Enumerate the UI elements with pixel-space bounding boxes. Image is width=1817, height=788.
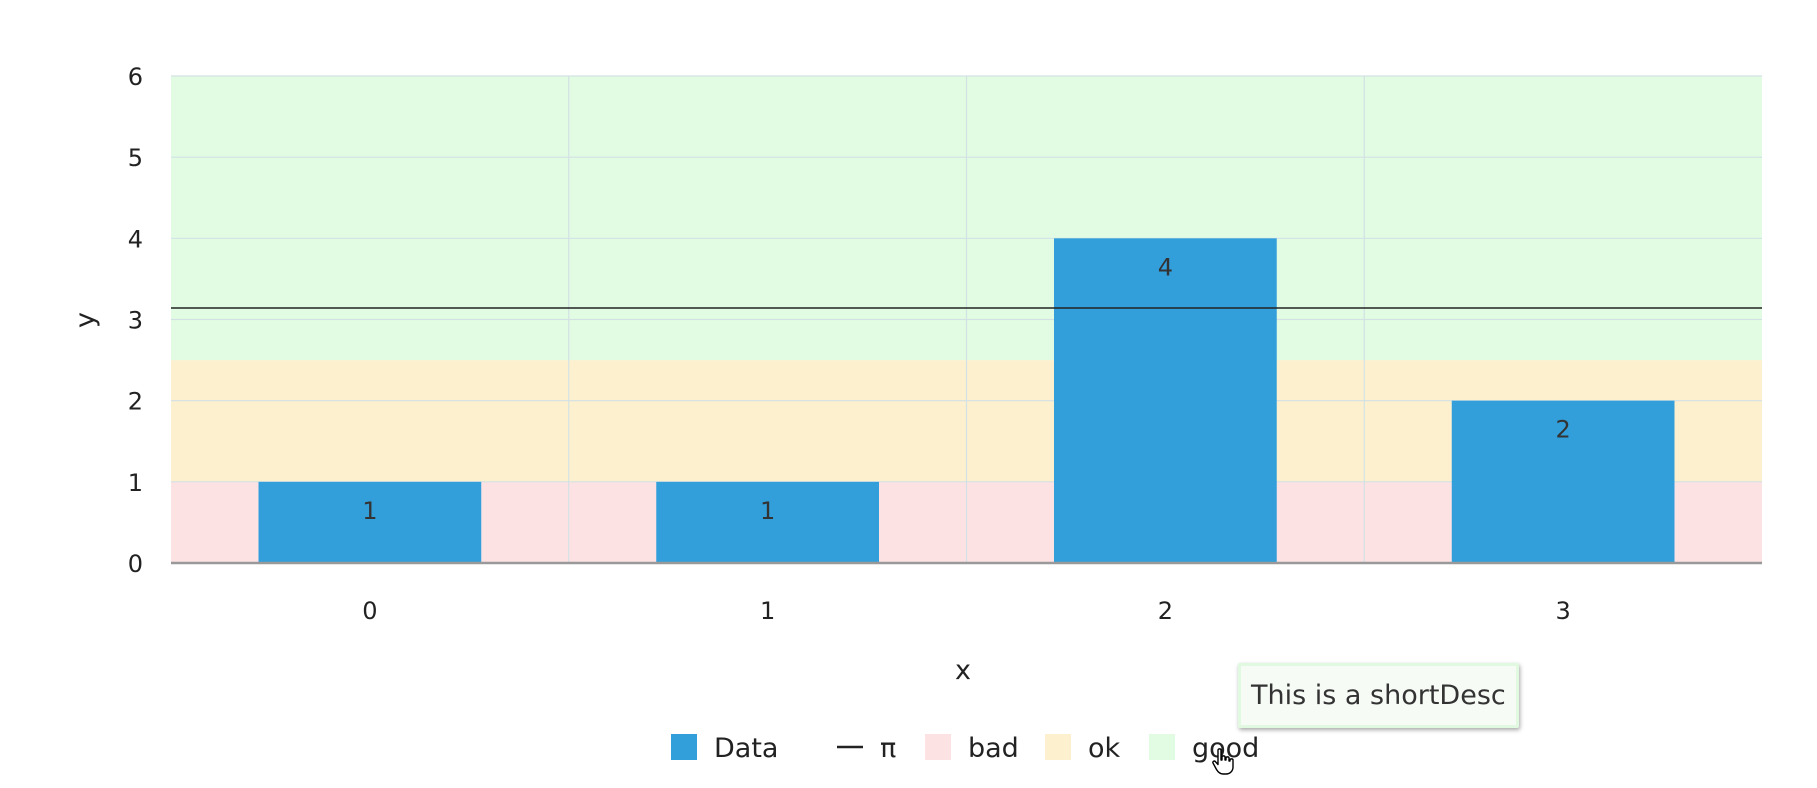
legend-label: Data bbox=[714, 733, 778, 764]
legend-swatch bbox=[1149, 734, 1175, 760]
tooltip: This is a shortDesc bbox=[1238, 663, 1519, 728]
x-tick-label: 3 bbox=[1555, 597, 1570, 625]
legend-swatch bbox=[671, 734, 697, 760]
legend-swatch bbox=[1045, 734, 1071, 760]
y-axis-title: y bbox=[70, 312, 101, 328]
legend-item-ok[interactable]: ok bbox=[1045, 733, 1121, 764]
bar-labels: 1 1 4 2 bbox=[362, 253, 1571, 524]
legend-label: bad bbox=[968, 733, 1019, 764]
y-tick-label: 1 bbox=[128, 469, 143, 497]
y-tick-label: 5 bbox=[128, 144, 143, 172]
x-tick-label: 1 bbox=[760, 597, 775, 625]
legend-swatch bbox=[925, 734, 951, 760]
legend-item-Data[interactable]: Data bbox=[671, 733, 778, 764]
y-tick-label: 0 bbox=[128, 550, 143, 578]
bar-2[interactable] bbox=[1054, 238, 1277, 564]
legend-item-π[interactable]: π bbox=[837, 733, 896, 764]
x-axis: 0 1 2 3 bbox=[171, 561, 1762, 625]
bar-1[interactable] bbox=[656, 481, 879, 563]
y-tick-label: 6 bbox=[128, 63, 143, 91]
bars bbox=[258, 238, 1675, 564]
bar-value-label: 1 bbox=[362, 497, 377, 525]
legend-item-bad[interactable]: bad bbox=[925, 733, 1019, 764]
bar-value-label: 2 bbox=[1555, 416, 1570, 444]
x-axis-title: x bbox=[955, 655, 971, 686]
legend-label: ok bbox=[1088, 733, 1121, 764]
y-axis: 0 1 2 3 4 5 6 bbox=[128, 63, 143, 578]
bar-3[interactable] bbox=[1451, 400, 1675, 563]
x-tick-label: 0 bbox=[362, 597, 377, 625]
y-tick-label: 2 bbox=[128, 388, 143, 416]
bar-value-label: 1 bbox=[760, 497, 775, 525]
legend-label: π bbox=[880, 733, 896, 764]
legend: Data π bad ok good bbox=[671, 733, 1259, 764]
bar-0[interactable] bbox=[258, 481, 482, 563]
y-tick-label: 4 bbox=[128, 225, 143, 253]
legend-item-good[interactable]: good bbox=[1149, 733, 1259, 764]
y-tick-label: 3 bbox=[128, 307, 143, 335]
x-tick-label: 2 bbox=[1158, 597, 1173, 625]
bar-value-label: 4 bbox=[1158, 253, 1173, 281]
hand-cursor-icon bbox=[1212, 748, 1234, 775]
